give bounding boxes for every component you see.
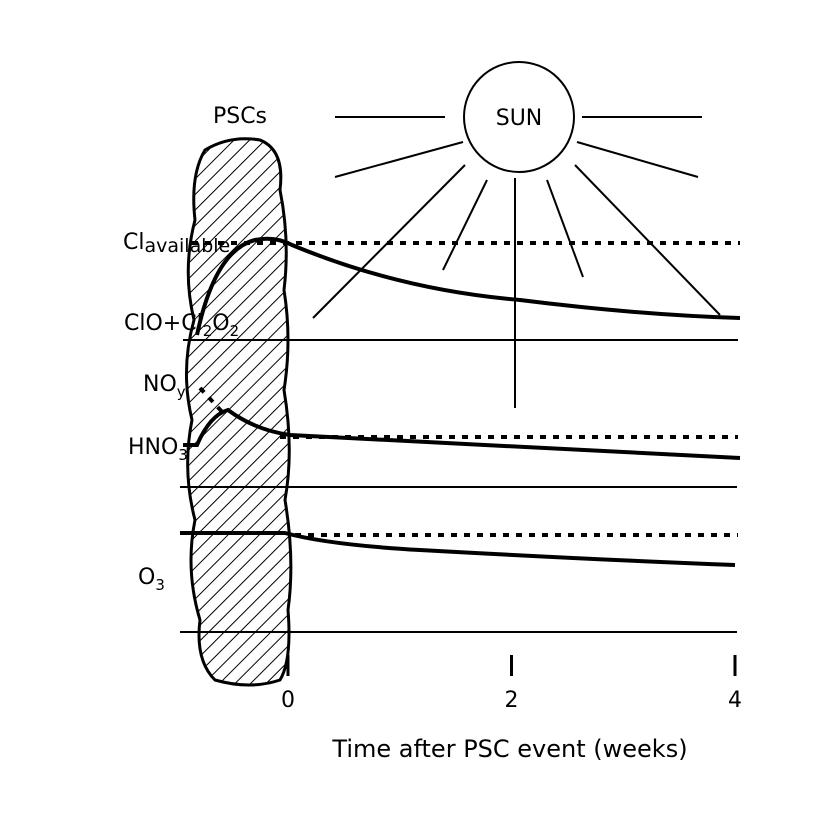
species-label: NOy [143, 372, 186, 401]
label-part: available [144, 235, 230, 257]
label-part: NO [143, 372, 177, 397]
species-label: O3 [138, 565, 165, 594]
psc-cloud [184, 137, 293, 687]
label-part: ClO+Cl [124, 311, 203, 336]
x-tick-label: 0 [281, 688, 295, 713]
hno3-curve [183, 407, 741, 460]
clo-curve [195, 236, 741, 336]
sun-rays [312, 116, 721, 408]
psc-label: PSCs [213, 104, 267, 129]
species-label: ClO+Cl2O2 [124, 311, 239, 340]
noy-rise [198, 386, 227, 417]
species-label: Clavailable [123, 230, 230, 257]
label-part: Cl [123, 230, 144, 255]
label-part: 3 [155, 576, 165, 594]
label-part: HNO [128, 435, 178, 460]
label-part: y [177, 383, 186, 401]
o3-curve [180, 531, 736, 567]
label-part: O [138, 565, 155, 590]
sun-label: SUN [496, 106, 543, 131]
x-tick-label: 2 [505, 688, 519, 713]
sun [463, 61, 575, 173]
species-label: HNO3 [128, 435, 188, 464]
label-part: O [212, 311, 229, 336]
label-part: 2 [203, 322, 213, 340]
x-tick-label: 4 [728, 688, 742, 713]
label-part: 2 [230, 322, 240, 340]
x-axis-title: Time after PSC event (weeks) [331, 735, 687, 763]
label-part: 3 [178, 446, 188, 464]
